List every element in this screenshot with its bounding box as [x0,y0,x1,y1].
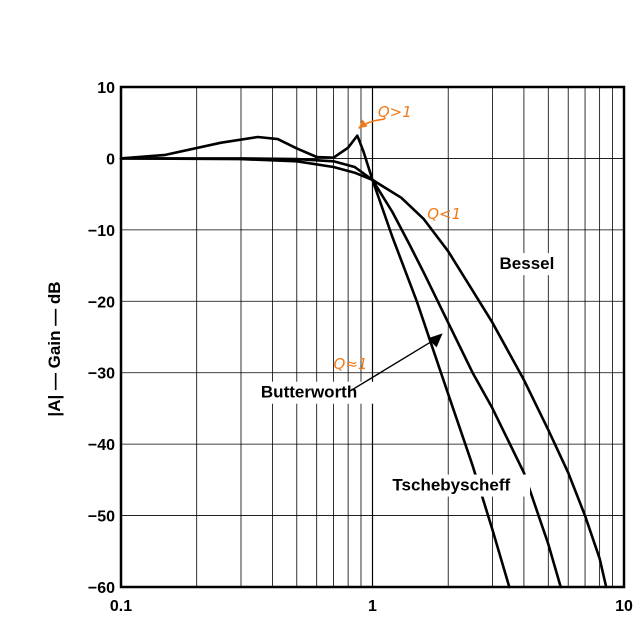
grid [121,87,624,587]
label-background [255,381,379,404]
label-background [387,474,531,497]
y-tick-label: −50 [88,509,115,526]
curve-labels: Bessel Butterworth Tschebyscheff [255,253,566,497]
curves [119,134,608,589]
y-tick-label: −40 [88,437,115,454]
curve-bessel [119,157,608,589]
y-tick-label: −60 [88,580,115,597]
y-tick-label: −20 [88,294,115,311]
plot-frame [119,85,626,589]
y-tick-label: 10 [97,80,115,97]
handwritten-notes: Q>1 Q<1 Q≈1 [334,103,462,373]
arrow-head [427,333,443,348]
curve-tschebyscheff [119,134,511,589]
note-arrow-head [358,119,368,129]
x-tick-labels: 0.1 1 10 [110,598,633,615]
y-tick-labels: 10 0 −10 −20 −30 −40 −50 −60 [88,80,115,597]
y-tick-label: −30 [88,366,115,383]
curve-butterworth [119,157,562,589]
x-tick-label: 1 [368,598,377,615]
butterworth-arrow [350,337,437,392]
handwritten-note: Q<1 [427,205,461,223]
x-tick-label: 10 [615,598,633,615]
curve-label: Bessel [500,254,555,273]
label-background [494,253,566,276]
y-tick-label: 0 [106,151,115,168]
y-axis-title: |A| — Gain — dB [45,281,64,416]
curve-label: Tschebyscheff [392,476,510,495]
x-tick-label: 0.1 [110,598,132,615]
y-tick-label: −10 [88,223,115,240]
handwritten-note: Q≈1 [334,355,368,373]
handwritten-note: Q>1 [378,103,412,121]
curve-label: Butterworth [261,383,357,402]
